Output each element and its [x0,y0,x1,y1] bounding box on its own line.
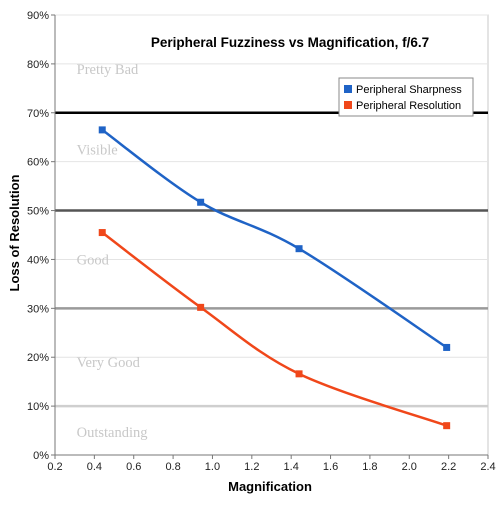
y-tick-label: 0% [33,450,49,462]
y-axis-title: Loss of Resolution [7,174,22,291]
x-tick-label: 2.0 [402,461,417,473]
legend-swatch-1 [344,85,352,93]
legend-label-2: Peripheral Resolution [356,100,461,112]
y-tick-label: 50% [27,206,49,218]
x-tick-label: 1.8 [362,461,377,473]
zone-label: Outstanding [77,425,148,441]
chart-title: Peripheral Fuzziness vs Magnification, f… [151,35,429,50]
x-tick-label: 1.2 [244,461,259,473]
series-line-1 [101,128,448,349]
zone-label: Very Good [77,355,141,371]
x-axis-title: Magnification [228,479,312,494]
zone-label: Pretty Bad [77,62,139,78]
series-2-marker [197,303,205,311]
x-tick-label: 0.6 [126,461,141,473]
axes: 0% 10% 20% 30% 40% 50% 60% 70% 80% 90% 0.2 0.4 0.6 0.… [27,10,496,473]
y-tick-label: 90% [27,10,49,22]
legend: Peripheral Sharpness Peripheral Resolutio… [338,77,474,117]
series-1-marker [295,245,303,253]
series-1-marker [443,343,451,351]
x-tick-label: 0.4 [87,461,102,473]
x-tick-label: 2.2 [441,461,456,473]
series-1-marker [197,198,205,206]
x-tick-label: 0.8 [165,461,180,473]
y-tick-label: 60% [27,157,49,169]
series-2-marker [295,370,303,378]
reference-lines [55,111,488,408]
legend-label-1: Peripheral Sharpness [356,84,462,96]
x-tick-label: 0.2 [47,461,62,473]
zone-labels: Pretty Bad Visible Good Very Good Outstandin… [77,62,148,441]
zone-label: Visible [77,142,118,158]
zone-label: Good [77,252,110,268]
legend-swatch-2 [344,101,352,109]
x-tick-label: 1.0 [205,461,220,473]
y-tick-label: 80% [27,59,49,71]
y-tick-label: 40% [27,254,49,266]
x-tick-label: 2.4 [480,461,495,473]
y-tick-label: 30% [27,303,49,315]
series-line-2 [101,231,448,427]
series [98,126,451,430]
y-tick-label: 10% [27,401,49,413]
series-2-marker [98,229,106,237]
x-tick-label: 1.4 [284,461,299,473]
series-2-marker [443,422,451,430]
x-tick-label: 1.6 [323,461,338,473]
legend-box [338,77,474,117]
y-tick-label: 20% [27,352,49,364]
series-1-marker [98,126,106,134]
y-tick-label: 70% [27,108,49,120]
